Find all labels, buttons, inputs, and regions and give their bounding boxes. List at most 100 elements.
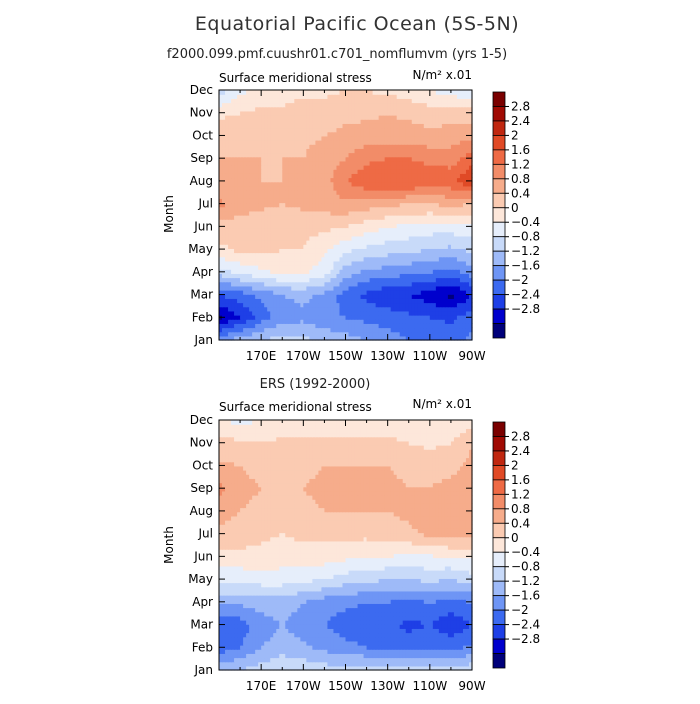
contour-cell	[264, 210, 268, 216]
contour-cell	[270, 202, 274, 208]
contour-cell	[291, 231, 295, 237]
contour-cell	[438, 273, 443, 279]
model-subtitle: f2000.099.pmf.cuushr01.c701_nomflumvm (y…	[167, 47, 507, 62]
contour-cell	[366, 98, 371, 104]
contour-cell	[318, 277, 322, 283]
contour-cell	[357, 310, 362, 316]
contour-cell	[306, 265, 310, 270]
contour-cell	[315, 123, 319, 129]
contour-cell	[384, 102, 389, 108]
contour-cell	[285, 90, 289, 95]
contour-cell	[309, 302, 313, 308]
contour-cell	[387, 319, 392, 324]
contour-cell	[399, 265, 404, 270]
contour-cell	[288, 281, 292, 287]
contour-cell	[411, 256, 416, 262]
contour-cell	[249, 315, 253, 320]
contour-cell	[465, 102, 470, 108]
contour-cell	[372, 265, 377, 270]
contour-cell	[462, 290, 467, 295]
contour-cell	[345, 306, 350, 312]
contour-cell	[300, 194, 304, 199]
contour-cell	[390, 94, 395, 99]
contour-cell	[321, 327, 326, 333]
contour-cell	[420, 102, 425, 108]
contour-cell	[384, 256, 389, 262]
contour-cell	[396, 256, 401, 262]
contour-cell	[231, 148, 235, 154]
contour-cell	[423, 281, 428, 287]
contour-cell	[249, 231, 253, 237]
contour-cell	[423, 181, 428, 187]
contour-cell	[243, 140, 247, 145]
contour-cell	[321, 231, 326, 237]
contour-cell	[450, 165, 455, 170]
contour-cell	[369, 223, 374, 229]
contour-cell	[357, 248, 362, 254]
contour-cell	[423, 123, 428, 129]
contour-cell	[444, 102, 449, 108]
contour-cell	[318, 244, 322, 249]
contour-cell	[438, 190, 443, 195]
contour-cell	[234, 231, 238, 237]
contour-cell	[438, 256, 443, 262]
contour-cell	[429, 202, 434, 208]
contour-cell	[288, 131, 292, 137]
contour-cell	[249, 169, 253, 174]
contour-cell	[336, 185, 341, 191]
contour-cell	[255, 252, 259, 258]
contour-cell	[231, 265, 235, 270]
contour-cell	[339, 281, 344, 287]
contour-cell	[276, 244, 280, 249]
contour-cell	[225, 206, 229, 212]
contour-cell	[348, 173, 353, 179]
contour-cell	[291, 269, 295, 274]
contour-cell	[339, 202, 344, 208]
contour-cell	[459, 327, 464, 333]
contour-cell	[363, 119, 368, 124]
contour-cell	[243, 181, 247, 187]
contour-cell	[267, 235, 271, 241]
contour-cell	[303, 210, 307, 216]
contour-cell	[399, 260, 404, 266]
contour-cell	[408, 185, 413, 191]
contour-cell	[351, 285, 356, 291]
contour-cell	[462, 165, 467, 170]
contour-cell	[369, 277, 374, 283]
contour-cell	[228, 181, 232, 187]
contour-cell	[336, 252, 341, 258]
contour-cell	[417, 277, 422, 283]
contour-cell	[246, 148, 250, 154]
contour-cell	[270, 269, 274, 274]
contour-cell	[225, 202, 229, 208]
contour-cell	[375, 240, 380, 245]
contour-cell	[402, 148, 407, 154]
contour-cell	[246, 185, 250, 191]
contour-cell	[333, 269, 338, 274]
contour-cell	[333, 110, 338, 116]
contour-cell	[414, 160, 419, 166]
contour-cell	[234, 202, 238, 208]
contour-cell	[468, 290, 473, 295]
contour-cell	[312, 260, 316, 266]
contour-cell	[279, 140, 283, 145]
contour-cell	[291, 227, 295, 233]
contour-cell	[246, 256, 250, 262]
contour-cell	[456, 244, 461, 249]
contour-cell	[225, 269, 229, 274]
contour-cell	[420, 298, 425, 304]
contour-cell	[450, 319, 455, 324]
contour-cell	[387, 281, 392, 287]
contour-cell	[219, 160, 223, 166]
contour-cell	[405, 194, 410, 199]
contour-cell	[270, 169, 274, 174]
contour-cell	[276, 106, 280, 112]
contour-cell	[219, 227, 223, 233]
contour-cell	[465, 265, 470, 270]
contour-cell	[240, 265, 244, 270]
contour-cell	[369, 252, 374, 258]
contour-cell	[309, 277, 313, 283]
contour-cell	[360, 323, 365, 329]
contour-cell	[282, 323, 286, 329]
contour-cell	[258, 273, 262, 279]
